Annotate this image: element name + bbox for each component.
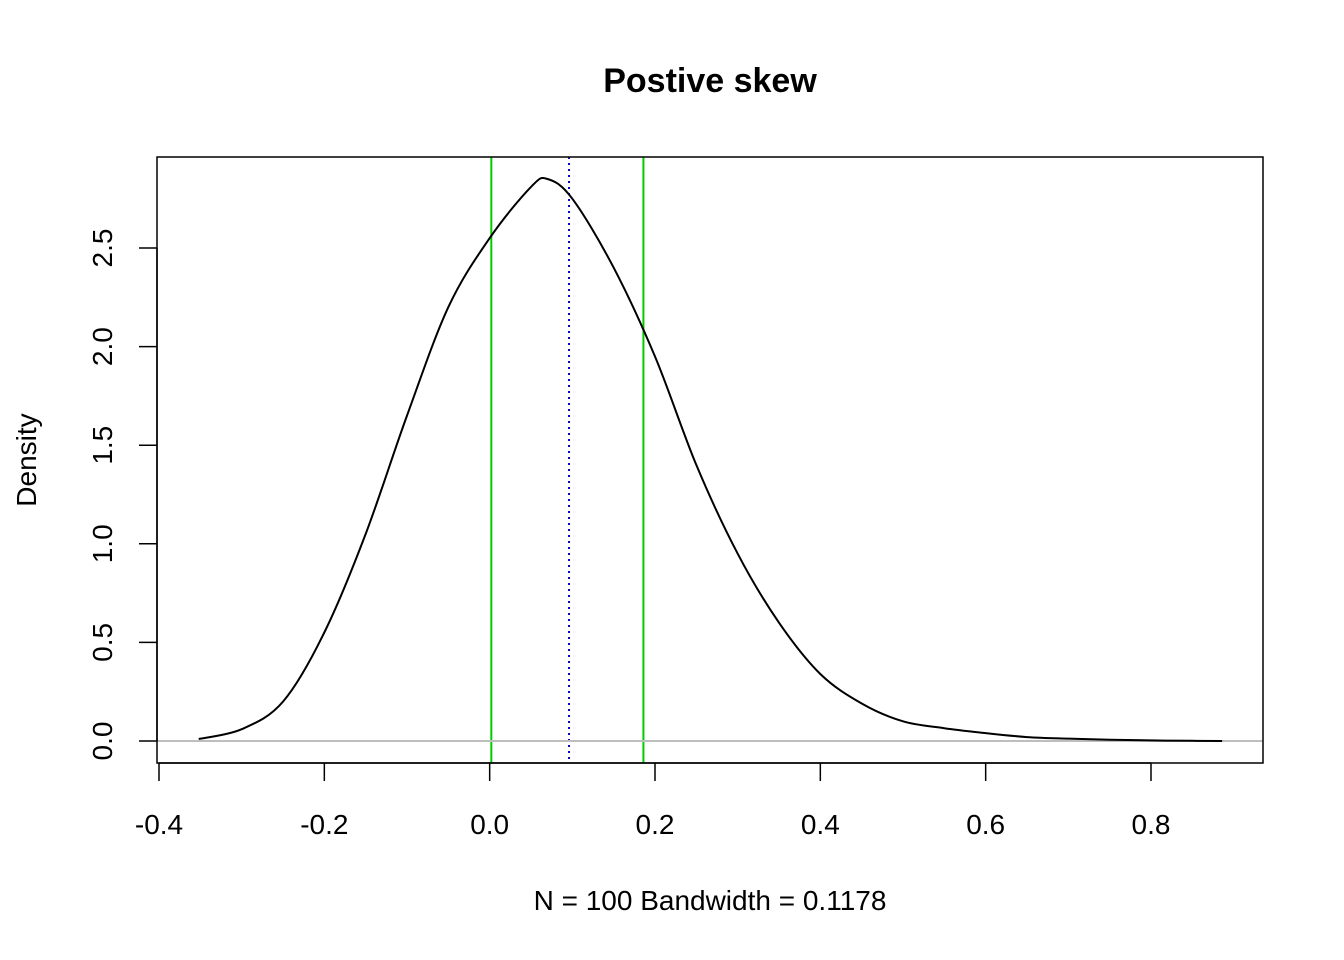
plot-frame xyxy=(156,156,1264,764)
x-tick-label: -0.2 xyxy=(300,809,348,840)
x-tick-label: 0.4 xyxy=(801,809,840,840)
x-tick-label: -0.4 xyxy=(135,809,183,840)
y-tick-label: 1.5 xyxy=(87,426,118,465)
x-tick-label: 0.2 xyxy=(636,809,675,840)
x-tick-label: 0.8 xyxy=(1132,809,1171,840)
x-tick-label: 0.6 xyxy=(966,809,1005,840)
y-tick-label: 2.0 xyxy=(87,327,118,366)
x-axis-label: N = 100 Bandwidth = 0.1178 xyxy=(534,885,887,916)
x-axis: -0.4 -0.2 0.0 0.2 0.4 0.6 0.8 xyxy=(135,762,1171,840)
y-tick-label: 0.5 xyxy=(87,623,118,662)
y-tick-label: 0.0 xyxy=(87,722,118,761)
x-tick-label: 0.0 xyxy=(470,809,509,840)
y-tick-label: 1.0 xyxy=(87,524,118,563)
y-axis: 0.0 0.5 1.0 1.5 2.0 2.5 xyxy=(87,229,158,761)
y-axis-label: Density xyxy=(11,413,42,506)
density-curve-0 xyxy=(198,176,1223,742)
chart-title: Postive skew xyxy=(603,62,817,100)
plot-area xyxy=(157,157,1263,763)
y-tick-label: 2.5 xyxy=(87,229,118,268)
